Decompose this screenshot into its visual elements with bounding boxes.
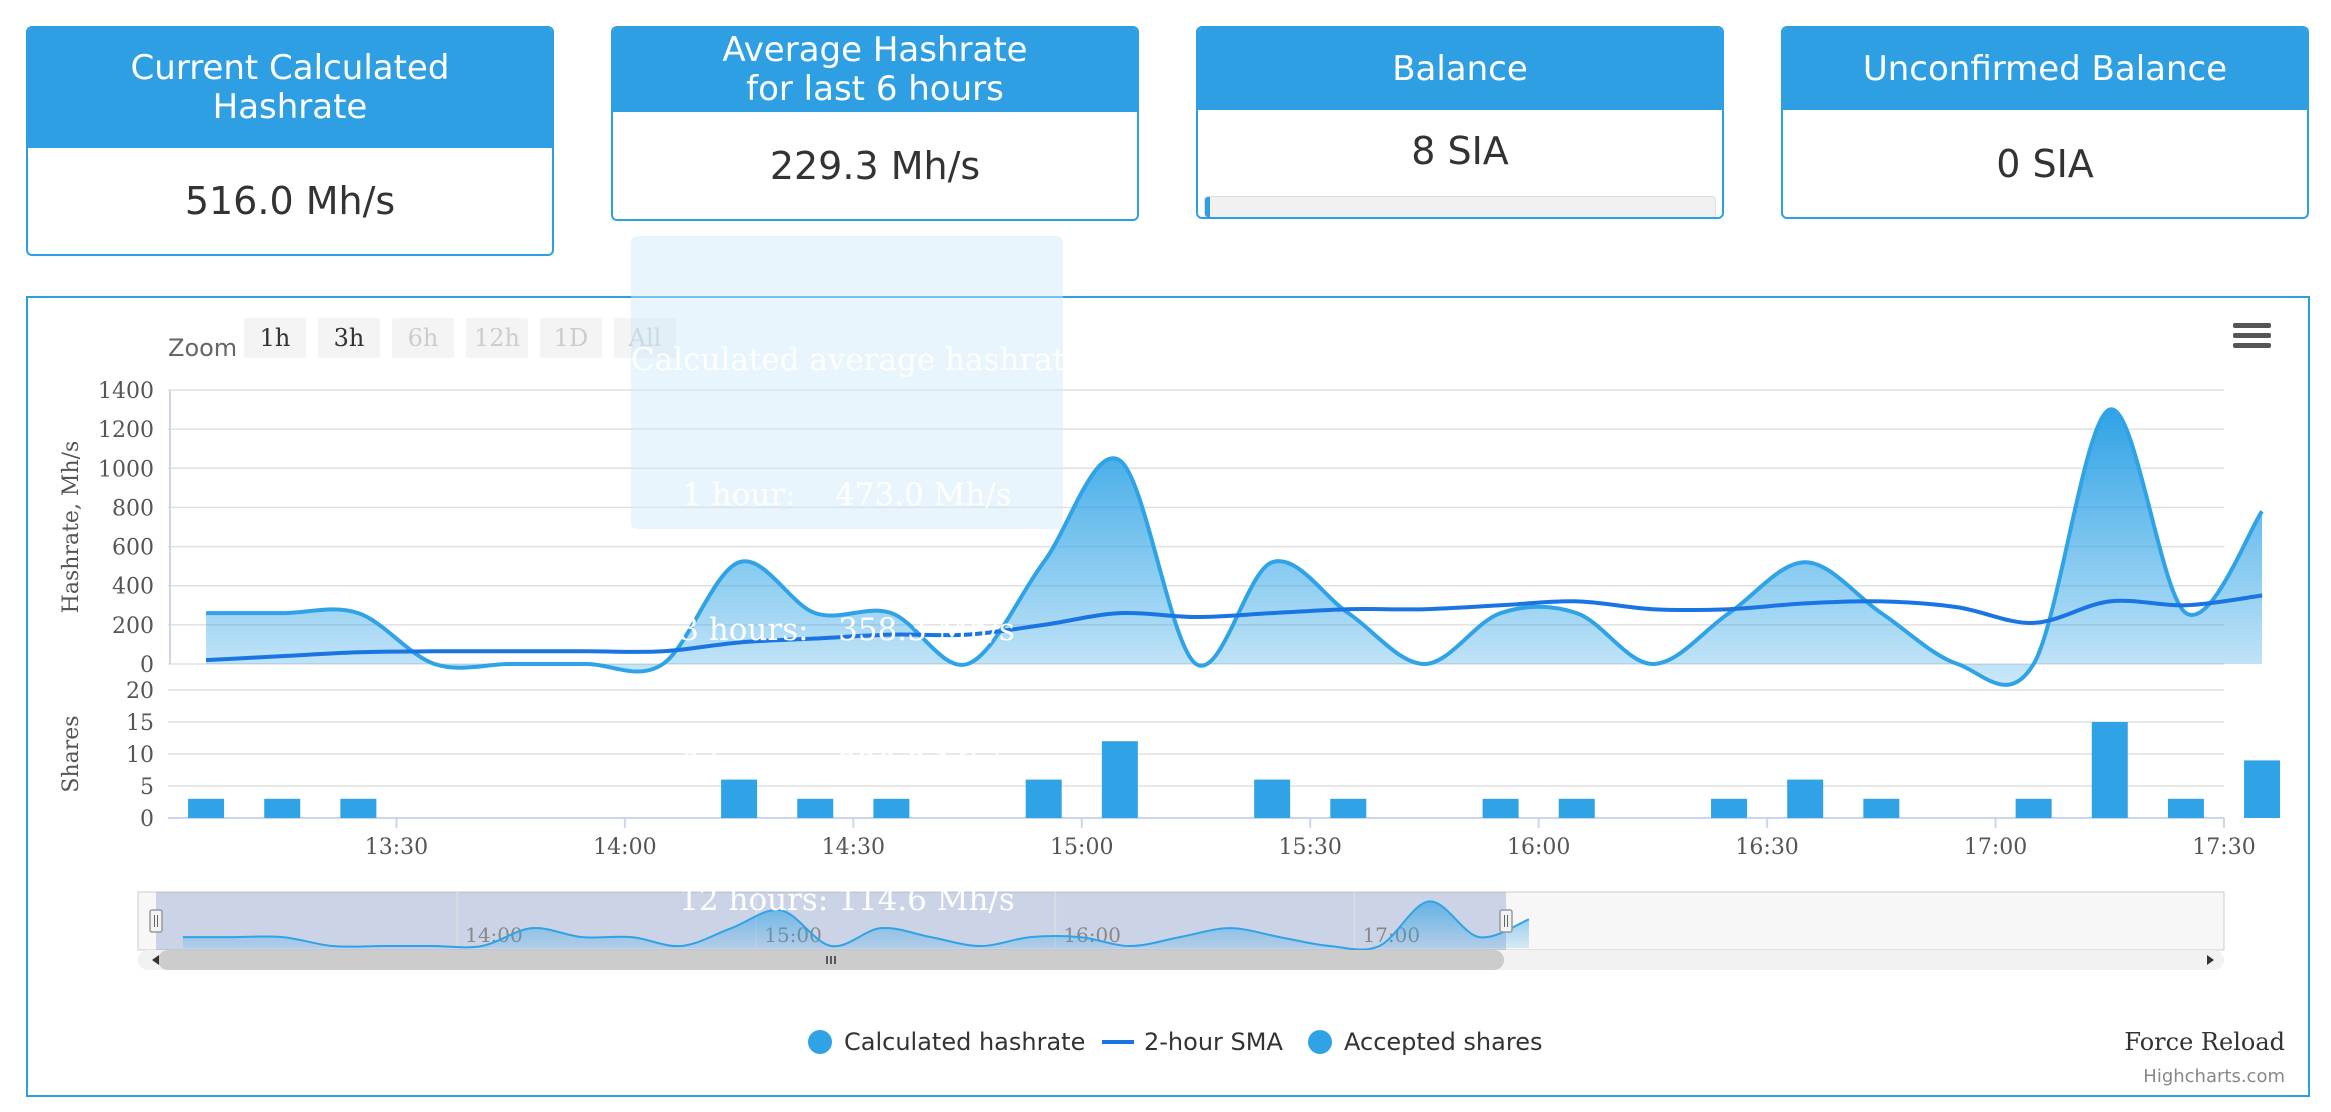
zoom-12h-button[interactable]: 12h bbox=[466, 318, 528, 358]
y-tick-label: 200 bbox=[112, 614, 154, 639]
balance-card: Balance 8 SIA bbox=[1196, 26, 1724, 219]
card-value: 516.0 Mh/s bbox=[184, 179, 396, 223]
scroll-right-arrow-icon[interactable] bbox=[2207, 955, 2214, 965]
navigator-right-handle[interactable] bbox=[1499, 909, 1513, 933]
zoom-1h-button[interactable]: 1h bbox=[244, 318, 306, 358]
x-tick-label: 14:30 bbox=[822, 835, 885, 860]
tooltip-line-1h: 1 hour: 473.0 Mh/s bbox=[682, 477, 1012, 513]
share-bar bbox=[873, 798, 910, 818]
y-tick-label: 1000 bbox=[98, 457, 154, 482]
share-bar bbox=[2091, 722, 2128, 818]
y-tick-label: 20 bbox=[126, 679, 154, 704]
share-bar bbox=[1025, 779, 1062, 818]
y-tick-label: 400 bbox=[112, 575, 154, 600]
y-axis-title: Hashrate, Mh/s bbox=[59, 441, 84, 614]
average-hashrate-tooltip bbox=[631, 236, 1063, 529]
y-tick-label: 0 bbox=[140, 807, 154, 832]
share-bar bbox=[1101, 741, 1138, 818]
tooltip-line-12h: 12 hours: 114.6 Mh/s bbox=[679, 882, 1015, 918]
share-bar bbox=[2244, 760, 2281, 818]
circle-icon bbox=[808, 1030, 832, 1054]
share-bar bbox=[264, 798, 301, 818]
unconfirmed-balance-card: Unconfirmed Balance 0 SIA bbox=[1781, 26, 2309, 219]
navigator-line bbox=[182, 900, 1530, 951]
zoom-3h-button[interactable]: 3h bbox=[318, 318, 380, 358]
highcharts-credits-link[interactable]: Highcharts.com bbox=[2143, 1066, 2285, 1087]
y-axis-title: Shares bbox=[59, 715, 84, 792]
share-bar bbox=[797, 798, 834, 818]
navigator-left-handle[interactable] bbox=[149, 909, 163, 933]
share-bar bbox=[721, 779, 758, 818]
y-tick-label: 600 bbox=[112, 536, 154, 561]
share-bar bbox=[188, 798, 225, 818]
y-tick-label: 1400 bbox=[98, 379, 154, 404]
share-bar bbox=[1711, 798, 1748, 818]
y-tick-label: 800 bbox=[112, 496, 154, 521]
y-tick-label: 10 bbox=[126, 743, 154, 768]
average-hashrate-card[interactable]: Average Hashrate for last 6 hours 229.3 … bbox=[611, 26, 1139, 221]
balance-progress-fill bbox=[1205, 197, 1211, 217]
legend-label: Calculated hashrate bbox=[844, 1028, 1086, 1056]
circle-icon bbox=[1308, 1030, 1332, 1054]
share-bar bbox=[1787, 779, 1824, 818]
legend-accepted-shares[interactable]: Accepted shares bbox=[1308, 1022, 1542, 1062]
tooltip-line-3h: 3 hours: 358.3 Mh/s bbox=[679, 612, 1015, 648]
hamburger-menu-icon[interactable] bbox=[2233, 318, 2271, 358]
balance-progress-bar bbox=[1204, 196, 1716, 217]
share-bar bbox=[1863, 798, 1900, 818]
y-tick-label: 0 bbox=[140, 653, 154, 678]
share-bar bbox=[2015, 798, 2052, 818]
share-bar bbox=[340, 798, 377, 818]
legend-calculated-hashrate[interactable]: Calculated hashrate bbox=[808, 1022, 1085, 1062]
share-bar bbox=[1254, 779, 1291, 818]
zoom-all-button[interactable]: All bbox=[614, 318, 676, 358]
share-bar bbox=[1558, 798, 1595, 818]
force-reload-link[interactable]: Force Reload bbox=[2124, 1028, 2285, 1056]
x-tick-label: 15:30 bbox=[1279, 835, 1342, 860]
legend-label: Accepted shares bbox=[1344, 1028, 1543, 1056]
legend-2-hour-sma[interactable]: 2-hour SMA bbox=[1102, 1022, 1283, 1062]
y-tick-label: 5 bbox=[140, 775, 154, 800]
card-value: 8 SIA bbox=[1411, 129, 1509, 173]
card-value: 229.3 Mh/s bbox=[769, 143, 981, 188]
share-bar bbox=[2167, 798, 2204, 818]
tooltip-text: Calculated average hashrate 1 hour: 473.… bbox=[631, 248, 1084, 1103]
calculated-hashrate-line bbox=[206, 407, 2264, 687]
card-title: Average Hashrate for last 6 hours bbox=[613, 28, 1137, 112]
y-tick-label: 15 bbox=[126, 711, 154, 736]
zoom-6h-button[interactable]: 6h bbox=[392, 318, 454, 358]
hashrate-chart: 0 200 400 600 800 1000 1200 1400 Hashrate, Mh/s 0… bbox=[26, 296, 2310, 1097]
zoom-label: Zoom bbox=[168, 334, 238, 362]
tooltip-line-24h: 24 hours: 57.3 Mh/s bbox=[689, 1017, 1005, 1053]
x-tick-label: 14:00 bbox=[593, 835, 656, 860]
scroll-left-arrow-icon[interactable] bbox=[152, 955, 159, 965]
calculated-hashrate-area bbox=[206, 409, 2263, 685]
card-value: 0 SIA bbox=[1996, 141, 2094, 186]
share-bar bbox=[1482, 798, 1519, 818]
chart-canvas: 0 200 400 600 800 1000 1200 1400 Hashrate, Mh/s 0… bbox=[59, 379, 2281, 970]
legend-label: 2-hour SMA bbox=[1144, 1028, 1283, 1056]
navigator-area bbox=[182, 901, 1529, 950]
x-tick-label: 16:30 bbox=[1735, 835, 1798, 860]
share-bar bbox=[1330, 798, 1367, 818]
y-tick-label: 1200 bbox=[98, 418, 154, 443]
x-tick-label: 16:00 bbox=[1507, 835, 1570, 860]
card-title: Current Calculated Hashrate bbox=[28, 28, 552, 148]
line-icon bbox=[1102, 1040, 1134, 1044]
x-tick-label: 17:30 bbox=[2192, 835, 2255, 860]
current-hashrate-card: Current Calculated Hashrate 516.0 Mh/s bbox=[26, 26, 554, 256]
x-tick-label: 15:00 bbox=[1050, 835, 1113, 860]
tooltip-line-6h: 6 hours: 229.3 Mh/s bbox=[679, 747, 1015, 783]
x-tick-label: 13:30 bbox=[365, 835, 428, 860]
tooltip-title: Calculated average hashrate bbox=[631, 342, 1084, 378]
x-tick-label: 17:00 bbox=[1964, 835, 2027, 860]
card-title: Balance bbox=[1198, 28, 1722, 110]
zoom-1d-button[interactable]: 1D bbox=[540, 318, 602, 358]
card-title: Unconfirmed Balance bbox=[1783, 28, 2307, 110]
sma-line bbox=[205, 593, 2263, 663]
